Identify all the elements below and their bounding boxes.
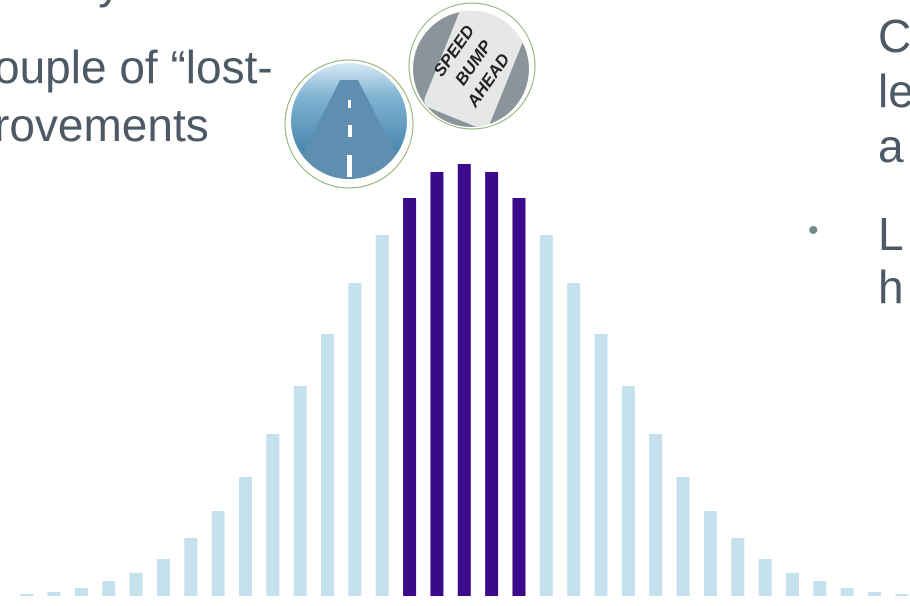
bar xyxy=(649,434,663,596)
bar xyxy=(47,592,61,596)
bar xyxy=(813,581,827,596)
bar xyxy=(20,594,34,596)
bar xyxy=(129,573,143,596)
left-text: ectory xyxy=(0,0,121,8)
sign-image: SPEED BUMP AHEAD xyxy=(408,2,536,130)
bar xyxy=(184,538,198,596)
bar xyxy=(293,386,307,596)
right-text: h xyxy=(878,261,904,313)
bar xyxy=(485,172,499,596)
road-image xyxy=(284,59,414,189)
bar xyxy=(102,581,116,596)
bar xyxy=(74,588,88,596)
bar xyxy=(676,477,690,596)
bar xyxy=(211,511,225,596)
bar xyxy=(321,334,335,596)
bar xyxy=(156,559,170,596)
left-text: ouple of “lost- xyxy=(0,41,273,93)
right-text: L xyxy=(878,208,904,260)
bar xyxy=(512,198,526,596)
bar xyxy=(868,592,882,596)
bar xyxy=(731,538,745,596)
right-text: C xyxy=(878,10,910,62)
bar xyxy=(539,235,553,596)
bar xyxy=(758,559,772,596)
bar xyxy=(567,283,581,596)
bullet: • xyxy=(808,214,819,247)
bar-chart xyxy=(20,164,909,596)
bar xyxy=(348,283,362,596)
left-text: rovements xyxy=(0,99,209,151)
bar xyxy=(895,594,909,596)
bar xyxy=(594,334,608,596)
bar xyxy=(266,434,280,596)
bar xyxy=(621,386,635,596)
bar xyxy=(238,477,252,596)
bar xyxy=(457,164,471,596)
right-text: le xyxy=(878,65,910,117)
bar xyxy=(430,172,444,596)
right-text: a xyxy=(878,120,904,172)
bar xyxy=(785,573,799,596)
bar xyxy=(375,235,389,596)
bar xyxy=(703,511,717,596)
bar xyxy=(403,198,417,596)
bar xyxy=(840,588,854,596)
